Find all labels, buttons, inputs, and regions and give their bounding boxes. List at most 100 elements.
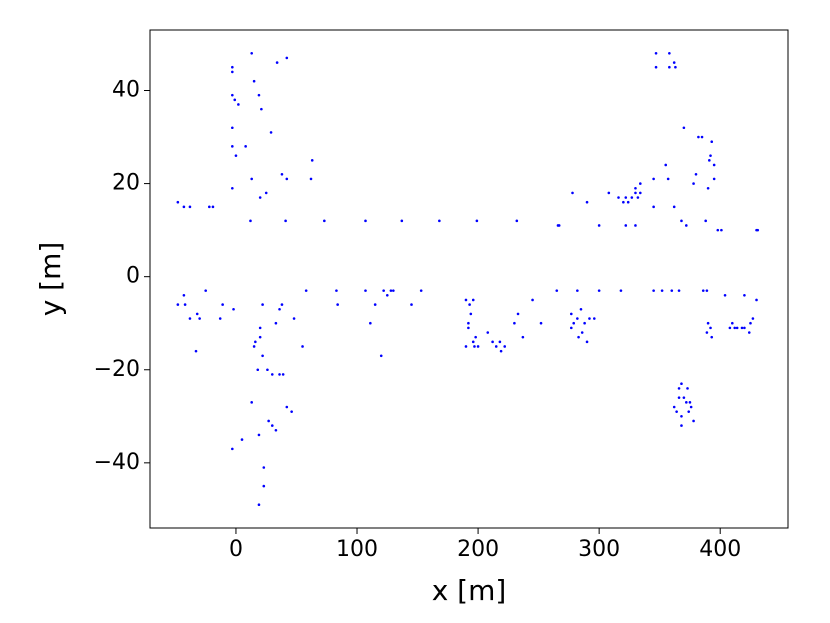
point (498, 340, 502, 344)
point (385, 293, 389, 297)
point (654, 51, 658, 55)
point (597, 224, 601, 227)
point (250, 177, 253, 181)
point (244, 145, 247, 148)
y-tick-label: 40 (112, 78, 140, 103)
point (743, 326, 746, 330)
point (677, 396, 681, 399)
point (692, 182, 695, 185)
point (704, 219, 707, 223)
point (195, 312, 199, 316)
point (709, 154, 712, 157)
point (494, 345, 498, 348)
point (257, 93, 261, 97)
point (256, 368, 260, 372)
y-tick-label: −20 (94, 357, 140, 382)
point (182, 293, 186, 297)
point (723, 293, 727, 297)
point (369, 321, 372, 325)
point (666, 177, 670, 181)
point (278, 307, 281, 311)
point (597, 289, 601, 292)
point (585, 200, 589, 204)
point (261, 303, 264, 306)
point (471, 298, 475, 302)
point (194, 349, 198, 353)
point (513, 321, 516, 325)
point (626, 200, 630, 204)
plot-frame (149, 29, 789, 529)
x-axis-label: x [m] (432, 574, 507, 607)
point (258, 326, 262, 330)
point (204, 289, 207, 292)
point (467, 321, 470, 325)
point (660, 289, 664, 292)
point (668, 51, 671, 55)
point (686, 387, 689, 390)
point (692, 419, 695, 423)
point (677, 387, 681, 390)
point (672, 61, 676, 64)
point (464, 298, 468, 302)
point (382, 289, 385, 292)
point (555, 289, 559, 292)
x-tick-label: 400 (699, 537, 741, 562)
point (674, 65, 677, 69)
point (654, 65, 658, 69)
point (585, 340, 589, 344)
x-tick-label: 200 (457, 537, 499, 562)
point (221, 303, 224, 306)
point (491, 340, 494, 344)
x-tick-label: 100 (336, 537, 378, 562)
point (464, 345, 468, 348)
point (687, 410, 691, 413)
y-tick-label: −40 (94, 450, 140, 475)
point (260, 107, 263, 111)
point (583, 321, 586, 325)
point (438, 219, 441, 223)
point (275, 61, 279, 64)
point (680, 382, 683, 386)
point (677, 289, 681, 292)
point (664, 163, 668, 167)
point (183, 303, 187, 306)
y-tick-label: 20 (112, 171, 140, 196)
point (531, 298, 534, 302)
point (652, 177, 655, 181)
point (740, 326, 744, 330)
point (270, 424, 274, 427)
point (624, 224, 628, 227)
point (680, 424, 683, 427)
point (258, 196, 262, 199)
point (410, 303, 413, 306)
point (672, 405, 676, 409)
point (652, 289, 655, 292)
point (579, 307, 583, 311)
point (473, 345, 476, 348)
point (706, 321, 710, 325)
point (373, 303, 377, 306)
point (475, 219, 479, 223)
point (685, 401, 688, 404)
point (576, 289, 579, 292)
point (233, 98, 237, 102)
point (267, 419, 270, 423)
point (607, 191, 611, 195)
point (198, 317, 201, 320)
point (336, 303, 339, 306)
point (706, 186, 710, 190)
y-axis-label: y [m] (34, 242, 67, 317)
point (258, 335, 262, 339)
point (400, 219, 404, 223)
point (751, 317, 755, 320)
point (231, 126, 234, 130)
point (182, 205, 186, 209)
point (419, 289, 423, 292)
point (634, 224, 637, 227)
point (290, 410, 293, 413)
point (176, 200, 180, 204)
point (188, 205, 192, 209)
point (252, 79, 256, 83)
point (323, 219, 326, 223)
